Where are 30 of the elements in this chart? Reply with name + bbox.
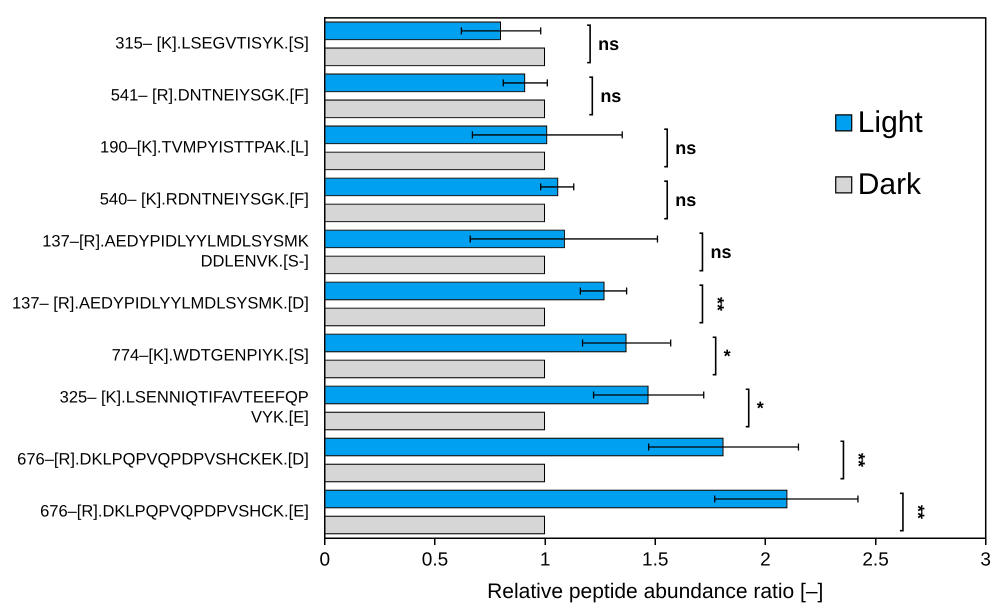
y-tick-label: 190–[K].TVMPYISTTPAK.[L] <box>100 138 309 156</box>
y-tick-label: 540– [K].RDNTNEIYSGK.[F] <box>100 190 309 208</box>
annotation: ** <box>848 452 868 467</box>
x-axis-title: Relative peptide abundance ratio [–] <box>487 580 824 604</box>
annotation: ns <box>600 86 622 106</box>
y-tick-label: 137– [R].AEDYPIDLYYLMDLSYSMK.[D] <box>12 294 309 312</box>
x-tick-label: 0.5 <box>422 550 448 571</box>
x-tick-label: 1.5 <box>642 550 668 571</box>
annotation: * <box>724 346 731 366</box>
annotation: ns <box>598 34 620 54</box>
annotation: ** <box>707 296 728 311</box>
y-tick-label: 541– [R].DNTNEIYSGK.[F] <box>110 86 309 104</box>
legend-label: Light <box>858 106 924 140</box>
y-tick-label: 676–[R].DKLPQPVQPDPVSHCKEK.[D] <box>17 450 309 469</box>
annotation: * <box>756 398 764 418</box>
annotation: ns <box>675 138 696 158</box>
x-tick-label: 2 <box>760 550 771 571</box>
y-tick-label: 325– [K].LSENNIQTIFAVTEEFQP VYK.[E] <box>60 388 309 426</box>
x-tick-label: 3 <box>980 550 992 571</box>
x-tick-label: 0 <box>320 550 330 571</box>
annotation: ** <box>908 504 928 520</box>
annotation: ns <box>710 242 732 262</box>
y-tick-label: 676–[R].DKLPQPVQPDPVSHCK.[E] <box>40 502 309 521</box>
legend-label: Dark <box>858 168 922 202</box>
x-tick-label: 1 <box>540 550 550 571</box>
y-tick-label: 774–[K].WDTGENPIYK.[S] <box>112 346 309 365</box>
x-tick-label: 2.5 <box>862 550 889 571</box>
annotation: ns <box>675 190 696 210</box>
y-tick-label: 137–[R].AEDYPIDLYYLMDLSYSMK DDLENVK.[S-] <box>42 232 309 270</box>
y-tick-label: 315– [K].LSEGVTISYK.[S] <box>115 34 309 52</box>
